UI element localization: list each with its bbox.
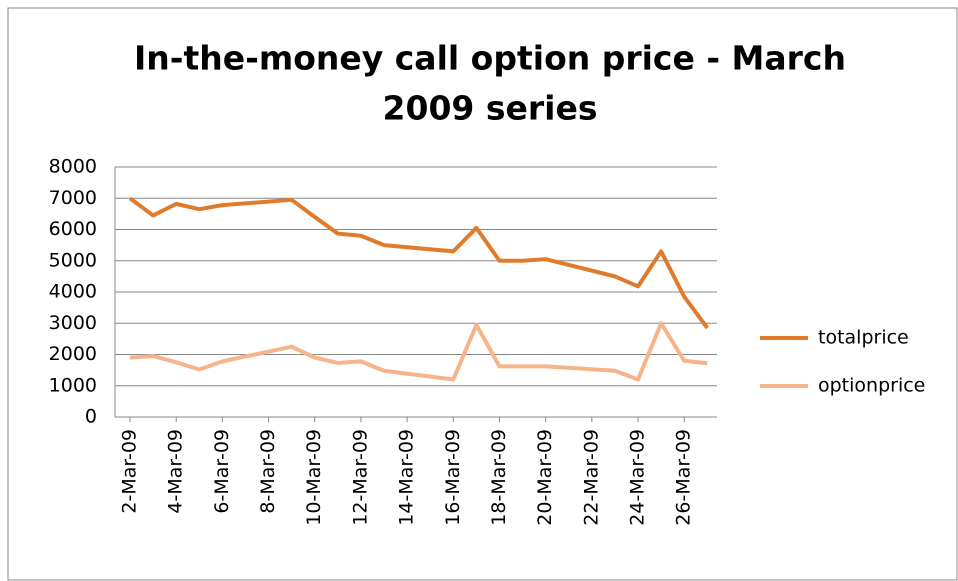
series-line (129, 321, 708, 382)
x-tick-label: 8-Mar-09 (257, 429, 279, 514)
y-tick-label: 8000 (49, 156, 97, 178)
x-tick-label: 10-Mar-09 (303, 429, 325, 526)
y-tick-label: 3000 (49, 312, 97, 334)
x-tick-label: 26-Mar-09 (673, 429, 695, 526)
x-tick-label: 6-Mar-09 (211, 429, 233, 514)
chart-title: 2009 series (383, 89, 598, 128)
y-tick-label: 4000 (49, 281, 97, 303)
y-tick-label: 6000 (49, 218, 97, 240)
y-tick-label: 5000 (49, 249, 97, 271)
chart-frame (7, 7, 958, 581)
x-tick-label: 14-Mar-09 (396, 429, 418, 526)
x-tick-label: 24-Mar-09 (627, 429, 649, 526)
legend-label: optionprice (818, 375, 925, 397)
chart-title: In-the-money call option price - March (134, 39, 846, 78)
x-tick-label: 16-Mar-09 (442, 429, 464, 526)
series-line (128, 196, 709, 330)
legend-label: totalprice (818, 327, 909, 349)
x-tick-label: 4-Mar-09 (165, 429, 187, 514)
x-tick-label: 20-Mar-09 (534, 429, 556, 526)
y-tick-label: 0 (85, 406, 97, 428)
y-tick-label: 2000 (49, 343, 97, 365)
x-tick-label: 18-Mar-09 (488, 429, 510, 526)
y-tick-label: 1000 (49, 374, 97, 396)
x-tick-label: 12-Mar-09 (349, 429, 371, 526)
x-tick-label: 22-Mar-09 (580, 429, 602, 526)
x-tick-label: 2-Mar-09 (119, 429, 141, 514)
y-tick-label: 7000 (49, 187, 97, 209)
